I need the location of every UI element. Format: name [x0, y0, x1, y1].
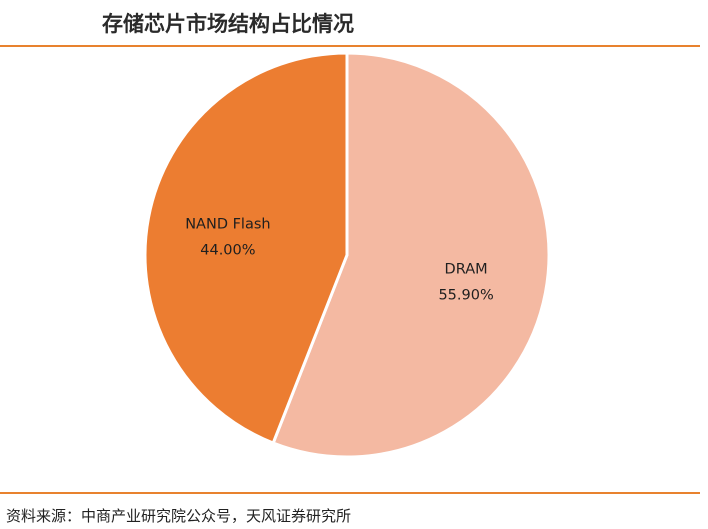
source-note: 资料来源：中商产业研究院公众号，天风证券研究所 — [6, 507, 352, 525]
pie-slice-dram — [271, 51, 551, 459]
pie-chart: DRAM 55.90% NAND Flash 44.00% — [143, 51, 551, 459]
title-rule — [0, 45, 700, 47]
pie-slice-nand-flash — [143, 51, 349, 445]
pie-slices — [143, 51, 551, 459]
pie-labels: DRAM 55.90% NAND Flash 44.00% — [185, 217, 494, 304]
pie-label-dram: DRAM 55.90% — [438, 262, 493, 304]
chart-title: 存储芯片市场结构占比情况 — [102, 12, 354, 36]
pie-label-nand-flash: NAND Flash 44.00% — [185, 217, 270, 259]
source-rule — [0, 492, 700, 494]
